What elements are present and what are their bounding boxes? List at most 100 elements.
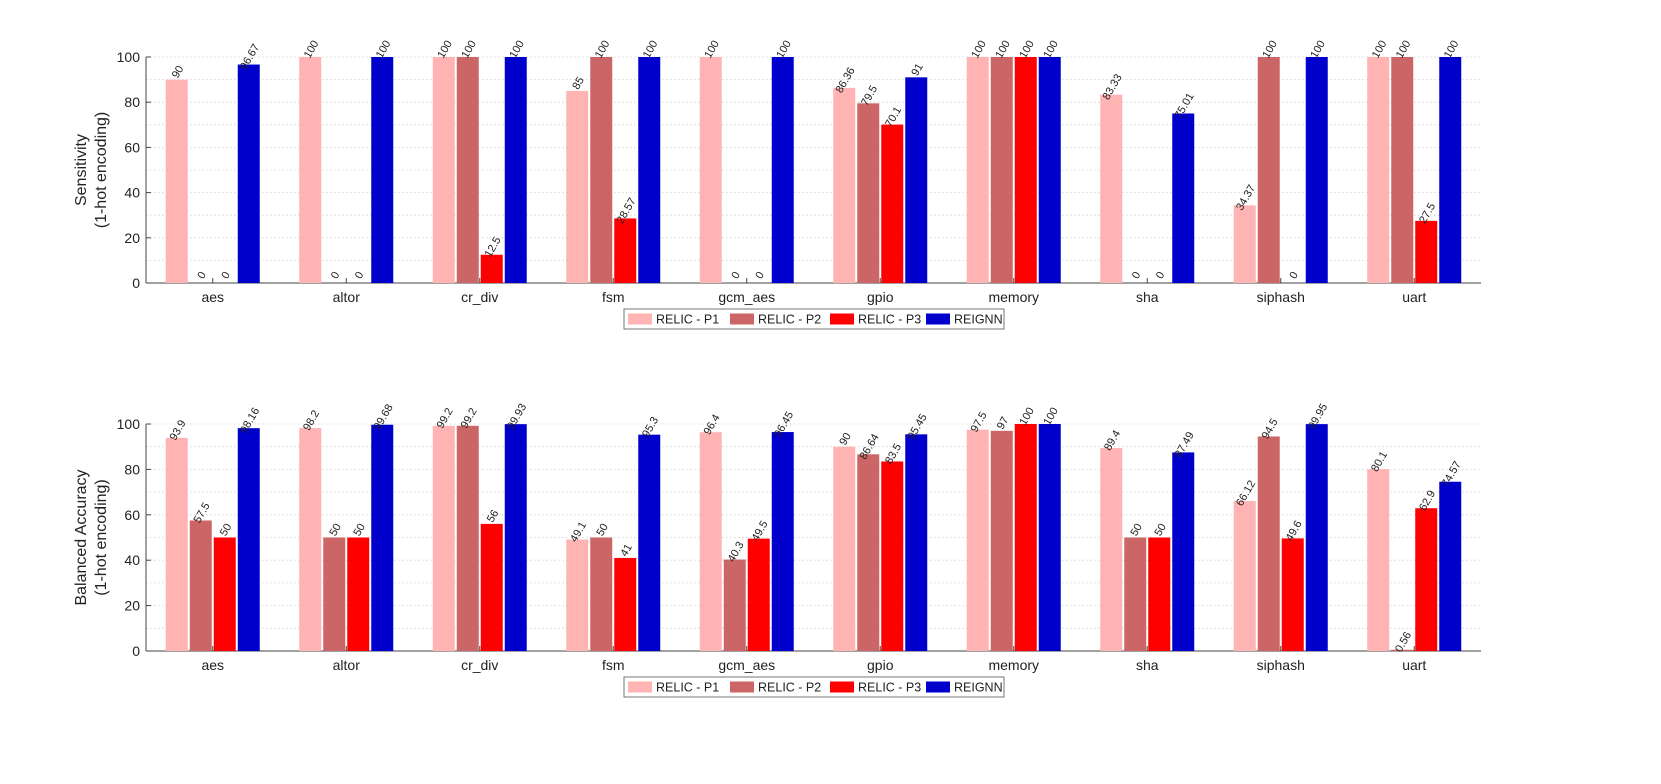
- y-tick-label: 60: [124, 507, 140, 523]
- y-tick-label: 20: [124, 598, 140, 614]
- legend-swatch: [628, 313, 652, 325]
- legend-box: [623, 308, 1005, 330]
- y-tick-label: 0: [132, 275, 140, 291]
- y-tick-label: 40: [124, 185, 140, 201]
- y-tick-label: 40: [124, 552, 140, 568]
- bar-altor-reignn: [371, 424, 394, 651]
- data-label: 41: [618, 542, 635, 559]
- data-label: 0: [753, 270, 766, 281]
- bar-altor-reignn: [371, 57, 394, 283]
- chart-panel-1: 0 20 40 60 80 100 Sensitivity (1-hot encoding) a…: [73, 39, 1481, 330]
- bar-gcm_aes-relic-p3: [747, 538, 770, 651]
- data-label: 50: [594, 522, 611, 539]
- legend-entry: RELIC - P2: [758, 313, 821, 327]
- bar-aes-relic-p1: [165, 437, 188, 651]
- bar-gpio-relic-p2: [857, 454, 880, 651]
- bar-memory-relic-p3: [1014, 57, 1037, 283]
- y-tick-label: 80: [124, 461, 140, 477]
- x-tick-label-siphash: siphash: [1257, 657, 1305, 673]
- x-tick-label-sha: sha: [1136, 657, 1159, 673]
- legend: RELIC - P1 RELIC - P2 RELIC - P3 REIGNN: [623, 676, 1005, 698]
- legend: RELIC - P1 RELIC - P2 RELIC - P3 REIGNN: [623, 308, 1005, 330]
- bar-gpio-relic-p3: [881, 461, 904, 651]
- bar-uart-relic-p2: [1391, 649, 1414, 651]
- bar-fsm-relic-p2: [590, 57, 613, 283]
- data-label: 56: [485, 508, 502, 525]
- y-tick-label: 80: [124, 94, 140, 110]
- bar-aes-reignn: [237, 64, 260, 283]
- bar-fsm-relic-p1: [566, 90, 589, 284]
- bar-gcm_aes-relic-p2: [723, 559, 746, 651]
- y-tick-label: 100: [117, 49, 141, 65]
- bar-gcm_aes-relic-p1: [699, 57, 722, 283]
- bar-sha-relic-p1: [1100, 94, 1123, 284]
- bar-memory-reignn: [1038, 57, 1061, 283]
- y-axis-label: Balanced Accuracy (1-hot encoding): [73, 469, 110, 605]
- legend-entry: RELIC - P1: [656, 681, 719, 695]
- bar-gpio-reignn: [905, 77, 928, 283]
- legend-swatch: [830, 313, 854, 325]
- bar-sha-reignn: [1172, 113, 1195, 283]
- bar-aes-relic-p1: [165, 79, 188, 283]
- x-tick-label-siphash: siphash: [1257, 289, 1305, 305]
- bar-memory-relic-p1: [966, 57, 989, 283]
- bar-memory-relic-p2: [990, 430, 1013, 651]
- bar-cr_div-relic-p1: [432, 57, 455, 283]
- bar-cr_div-relic-p2: [456, 425, 479, 651]
- x-tick-label-aes: aes: [201, 657, 224, 673]
- y-axis-label-line: Balanced Accuracy: [73, 469, 90, 605]
- bar-gcm_aes-reignn: [771, 57, 794, 283]
- data-label: 0: [219, 270, 232, 281]
- data-label: 0: [1287, 270, 1300, 281]
- x-tick-label-memory: memory: [988, 289, 1039, 305]
- bar-memory-relic-p3: [1014, 424, 1037, 651]
- bar-fsm-relic-p3: [614, 218, 637, 283]
- bar-sha-relic-p3: [1148, 537, 1171, 651]
- bar-siphash-relic-p2: [1257, 57, 1280, 283]
- data-label: 0: [729, 270, 742, 281]
- legend-entry: RELIC - P1: [656, 313, 719, 327]
- y-axis-label: Sensitivity (1-hot encoding): [73, 112, 110, 229]
- data-label: 0: [353, 270, 366, 281]
- bar-memory-reignn: [1038, 424, 1061, 651]
- bar-memory-relic-p2: [990, 57, 1013, 283]
- x-tick-label-memory: memory: [988, 657, 1039, 673]
- y-tick-label: 0: [132, 643, 140, 659]
- bar-gpio-relic-p2: [857, 103, 880, 283]
- bar-siphash-reignn: [1305, 424, 1328, 651]
- bar-cr_div-reignn: [504, 57, 527, 283]
- x-tick-label-gcm_aes: gcm_aes: [718, 289, 775, 305]
- bar-gcm_aes-reignn: [771, 432, 794, 651]
- bar-uart-relic-p1: [1367, 469, 1390, 651]
- bar-memory-relic-p1: [966, 429, 989, 651]
- bar-uart-relic-p3: [1415, 508, 1438, 651]
- bar-uart-relic-p1: [1367, 57, 1390, 283]
- y-axis-label-line: (1-hot encoding): [93, 479, 110, 596]
- bar-aes-reignn: [237, 428, 260, 651]
- legend-entry: REIGNN: [954, 313, 1003, 327]
- legend-swatch: [926, 313, 950, 325]
- x-tick-label-gpio: gpio: [867, 657, 894, 673]
- bar-uart-reignn: [1439, 57, 1462, 283]
- x-tick-label-altor: altor: [333, 289, 361, 305]
- bar-aes-relic-p3: [213, 537, 236, 651]
- chart-panel-2: 0 20 40 60 80 100 Balanced Accuracy (1-hot enco…: [73, 402, 1481, 698]
- legend-box: [623, 676, 1005, 698]
- data-label: 0: [1154, 270, 1167, 281]
- y-tick-label: 60: [124, 139, 140, 155]
- bar-fsm-reignn: [638, 57, 661, 283]
- bar-fsm-relic-p3: [614, 557, 637, 651]
- bar-cr_div-relic-p3: [480, 523, 503, 651]
- data-label: 91: [909, 62, 926, 79]
- data-label: 0: [1130, 270, 1143, 281]
- bar-altor-relic-p3: [347, 537, 370, 651]
- x-tick-label-uart: uart: [1402, 289, 1426, 305]
- data-label: 90: [837, 431, 854, 448]
- bar-uart-relic-p3: [1415, 220, 1438, 283]
- bar-gpio-relic-p1: [833, 446, 856, 651]
- bar-gpio-reignn: [905, 434, 928, 651]
- x-tick-label-sha: sha: [1136, 289, 1159, 305]
- bar-cr_div-reignn: [504, 424, 527, 651]
